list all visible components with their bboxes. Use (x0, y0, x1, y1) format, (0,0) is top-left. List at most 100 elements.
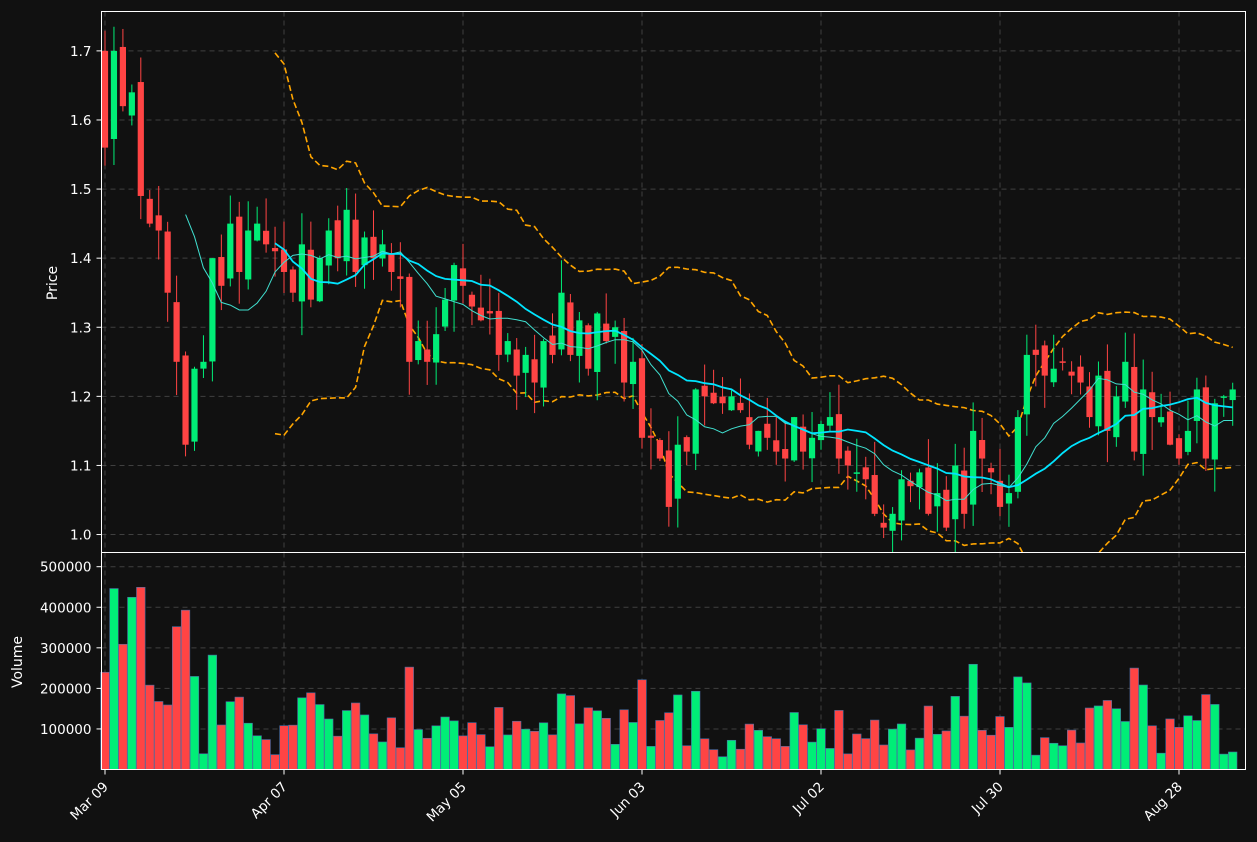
volume-bar (163, 704, 173, 770)
candle-body (1140, 389, 1147, 454)
volume-bar (583, 707, 593, 770)
volume-bar (458, 735, 468, 770)
candle-body (594, 313, 601, 372)
candle-body (987, 468, 995, 473)
volume-bar (816, 728, 826, 770)
volume-bar (959, 715, 969, 770)
volume-bar (485, 746, 495, 770)
candle-body (450, 265, 458, 301)
candle-body (352, 219, 359, 272)
volume-bar (1031, 754, 1041, 770)
volume-bar (986, 734, 996, 770)
volume-bar (467, 722, 477, 770)
candle-body (271, 247, 279, 252)
volume-tick-label: 300000 (40, 641, 92, 657)
candle-body (1211, 403, 1218, 460)
volume-bar (923, 705, 933, 770)
volume-bar (565, 695, 575, 770)
candle-body (1166, 411, 1174, 445)
volume-bar (395, 747, 405, 770)
volume-bar (708, 749, 719, 770)
volume-bar (968, 663, 978, 770)
volume-bar (297, 697, 307, 770)
candle-body (459, 268, 467, 286)
candle-body (629, 361, 637, 385)
volume-bar (852, 733, 862, 770)
volume-bar (914, 737, 925, 770)
volume-bar (780, 746, 790, 770)
candle-body (504, 341, 511, 355)
price-tick-label: 1.0 (70, 528, 91, 544)
candle-body (263, 230, 270, 245)
volume-panel-frame (101, 552, 1246, 770)
volume-bar (449, 720, 459, 770)
price-y-axis: 1.0 1.1 1.2 1.3 1.4 1.5 1.6 1.7 (70, 44, 102, 544)
upper-band-line (274, 52, 1233, 438)
candle-body (236, 216, 243, 272)
candle-body (871, 475, 878, 514)
volume-bar (234, 696, 244, 770)
volume-y-axis: 100000 200000 300000 400000 500000 (40, 560, 102, 738)
candle-body (728, 396, 735, 411)
candle-body (701, 385, 708, 397)
volume-bar (1004, 727, 1014, 770)
volume-tick-label: 500000 (40, 560, 92, 576)
volume-bar (637, 679, 647, 770)
candle-body (844, 450, 851, 466)
candle-body (182, 355, 189, 445)
volume-bar (592, 710, 602, 770)
candle-body (406, 276, 413, 362)
price-grid (101, 11, 1246, 553)
candle-body (916, 472, 923, 488)
candle-body (952, 465, 959, 520)
candle-body (943, 489, 950, 528)
volume-bar (1102, 700, 1112, 770)
price-tick-label: 1.2 (70, 389, 91, 405)
candle-body (1032, 349, 1039, 355)
moving-averages (185, 214, 1233, 502)
candle-body (1077, 366, 1084, 383)
volume-bar (1111, 708, 1121, 770)
candle-body (800, 426, 807, 452)
candle-body (254, 223, 261, 241)
volume-bar (118, 643, 128, 770)
candle-body (128, 92, 135, 116)
candle-body (227, 223, 234, 279)
candle-body (719, 396, 726, 404)
volume-bar (440, 716, 450, 770)
volume-bar (870, 719, 880, 770)
volume-bar (1183, 715, 1193, 770)
candle-body (638, 358, 646, 438)
volume-bar (145, 684, 155, 770)
volume-bar (350, 702, 361, 770)
volume-bar (476, 734, 486, 770)
candle-body (495, 310, 502, 355)
price-tick-label: 1.1 (70, 458, 91, 474)
candle-body (1095, 375, 1102, 427)
volume-bar (189, 676, 200, 770)
candle-body (1220, 396, 1227, 398)
volume-bar (431, 725, 441, 770)
candle-body (1068, 371, 1075, 376)
volume-bar (896, 723, 907, 770)
candle-body (907, 480, 914, 487)
candle-body (155, 215, 162, 231)
volume-bar (673, 694, 683, 770)
candle-body (1193, 389, 1200, 421)
candle-body (764, 423, 771, 438)
volume-bar (941, 730, 951, 770)
volume-bar (825, 748, 835, 770)
candle-body (1023, 354, 1030, 415)
volume-bar (1022, 682, 1032, 770)
volume-bar (1201, 694, 1211, 770)
volume-bar (333, 735, 343, 770)
candle-body (979, 439, 986, 459)
candle-body (531, 359, 538, 383)
candle-body (1122, 361, 1129, 402)
volume-bar (1228, 751, 1238, 770)
candle-body (665, 450, 672, 507)
slow-ma-line (274, 242, 1233, 489)
volume-axis-label: Volume (10, 636, 26, 688)
price-tick-label: 1.3 (70, 320, 91, 336)
candle-body (755, 430, 762, 452)
